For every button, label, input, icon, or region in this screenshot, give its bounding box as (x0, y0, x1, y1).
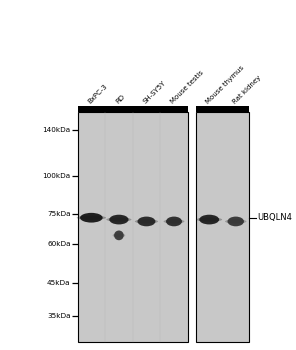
Text: 100kDa: 100kDa (42, 173, 70, 179)
Text: 140kDa: 140kDa (42, 127, 70, 133)
Ellipse shape (138, 217, 155, 226)
Text: 45kDa: 45kDa (47, 280, 70, 286)
Ellipse shape (199, 215, 219, 224)
Ellipse shape (80, 213, 103, 223)
Bar (196, 112, 249, 342)
Text: BxPC-3: BxPC-3 (87, 83, 109, 105)
Text: SH-SY5Y: SH-SY5Y (142, 79, 167, 105)
Ellipse shape (109, 215, 128, 224)
Text: Mouse thymus: Mouse thymus (205, 64, 245, 105)
Bar (78, 112, 188, 342)
Ellipse shape (77, 216, 106, 220)
Text: 35kDa: 35kDa (47, 313, 70, 319)
Ellipse shape (228, 217, 244, 226)
Ellipse shape (225, 219, 247, 224)
Text: 60kDa: 60kDa (47, 241, 70, 247)
Ellipse shape (196, 217, 222, 222)
Text: RD: RD (115, 93, 126, 105)
Text: UBQLN4: UBQLN4 (257, 213, 292, 222)
Text: 75kDa: 75kDa (47, 211, 70, 217)
Ellipse shape (166, 217, 182, 226)
Bar (196, 106, 249, 112)
Ellipse shape (135, 219, 158, 224)
Ellipse shape (114, 231, 124, 240)
Bar (78, 106, 188, 112)
Text: Rat kidney: Rat kidney (231, 74, 262, 105)
Text: Mouse testis: Mouse testis (170, 69, 205, 105)
Ellipse shape (113, 233, 125, 238)
Ellipse shape (106, 217, 131, 222)
Ellipse shape (164, 219, 184, 224)
